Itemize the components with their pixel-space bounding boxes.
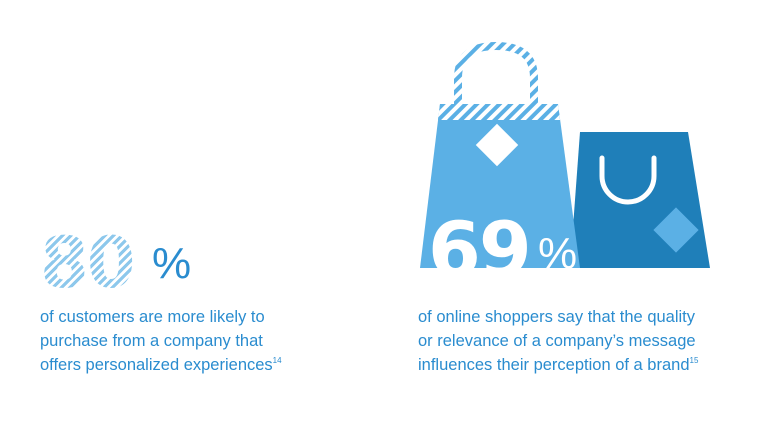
dark-shopping-bag-icon	[570, 132, 710, 268]
stat-description-left: of customers are more likely to purchase…	[40, 305, 340, 377]
stat-value-69: 69	[428, 205, 532, 294]
description-line: or relevance of a company’s message	[418, 332, 696, 350]
percent-sign: %	[538, 229, 578, 278]
stat-value-80: 80	[40, 228, 135, 298]
price-tag-icon	[475, 123, 519, 167]
footnote-marker: 15	[689, 356, 699, 365]
stat-number: 80	[40, 222, 135, 304]
description-line: purchase from a company that	[40, 332, 263, 350]
percent-sign: %	[152, 239, 192, 288]
light-shopping-bag-icon	[420, 41, 580, 268]
stat-description-right: of online shoppers say that the quality …	[418, 305, 758, 377]
shopping-bags-illustration	[420, 41, 710, 268]
price-tag-icon	[653, 207, 699, 253]
description-line: offers personalized experiences	[40, 356, 273, 374]
description-line: of online shoppers say that the quality	[418, 308, 696, 326]
description-line: influences their perception of a brand	[418, 356, 690, 374]
footnote-marker: 14	[272, 356, 282, 365]
description-line: of customers are more likely to	[40, 308, 265, 326]
